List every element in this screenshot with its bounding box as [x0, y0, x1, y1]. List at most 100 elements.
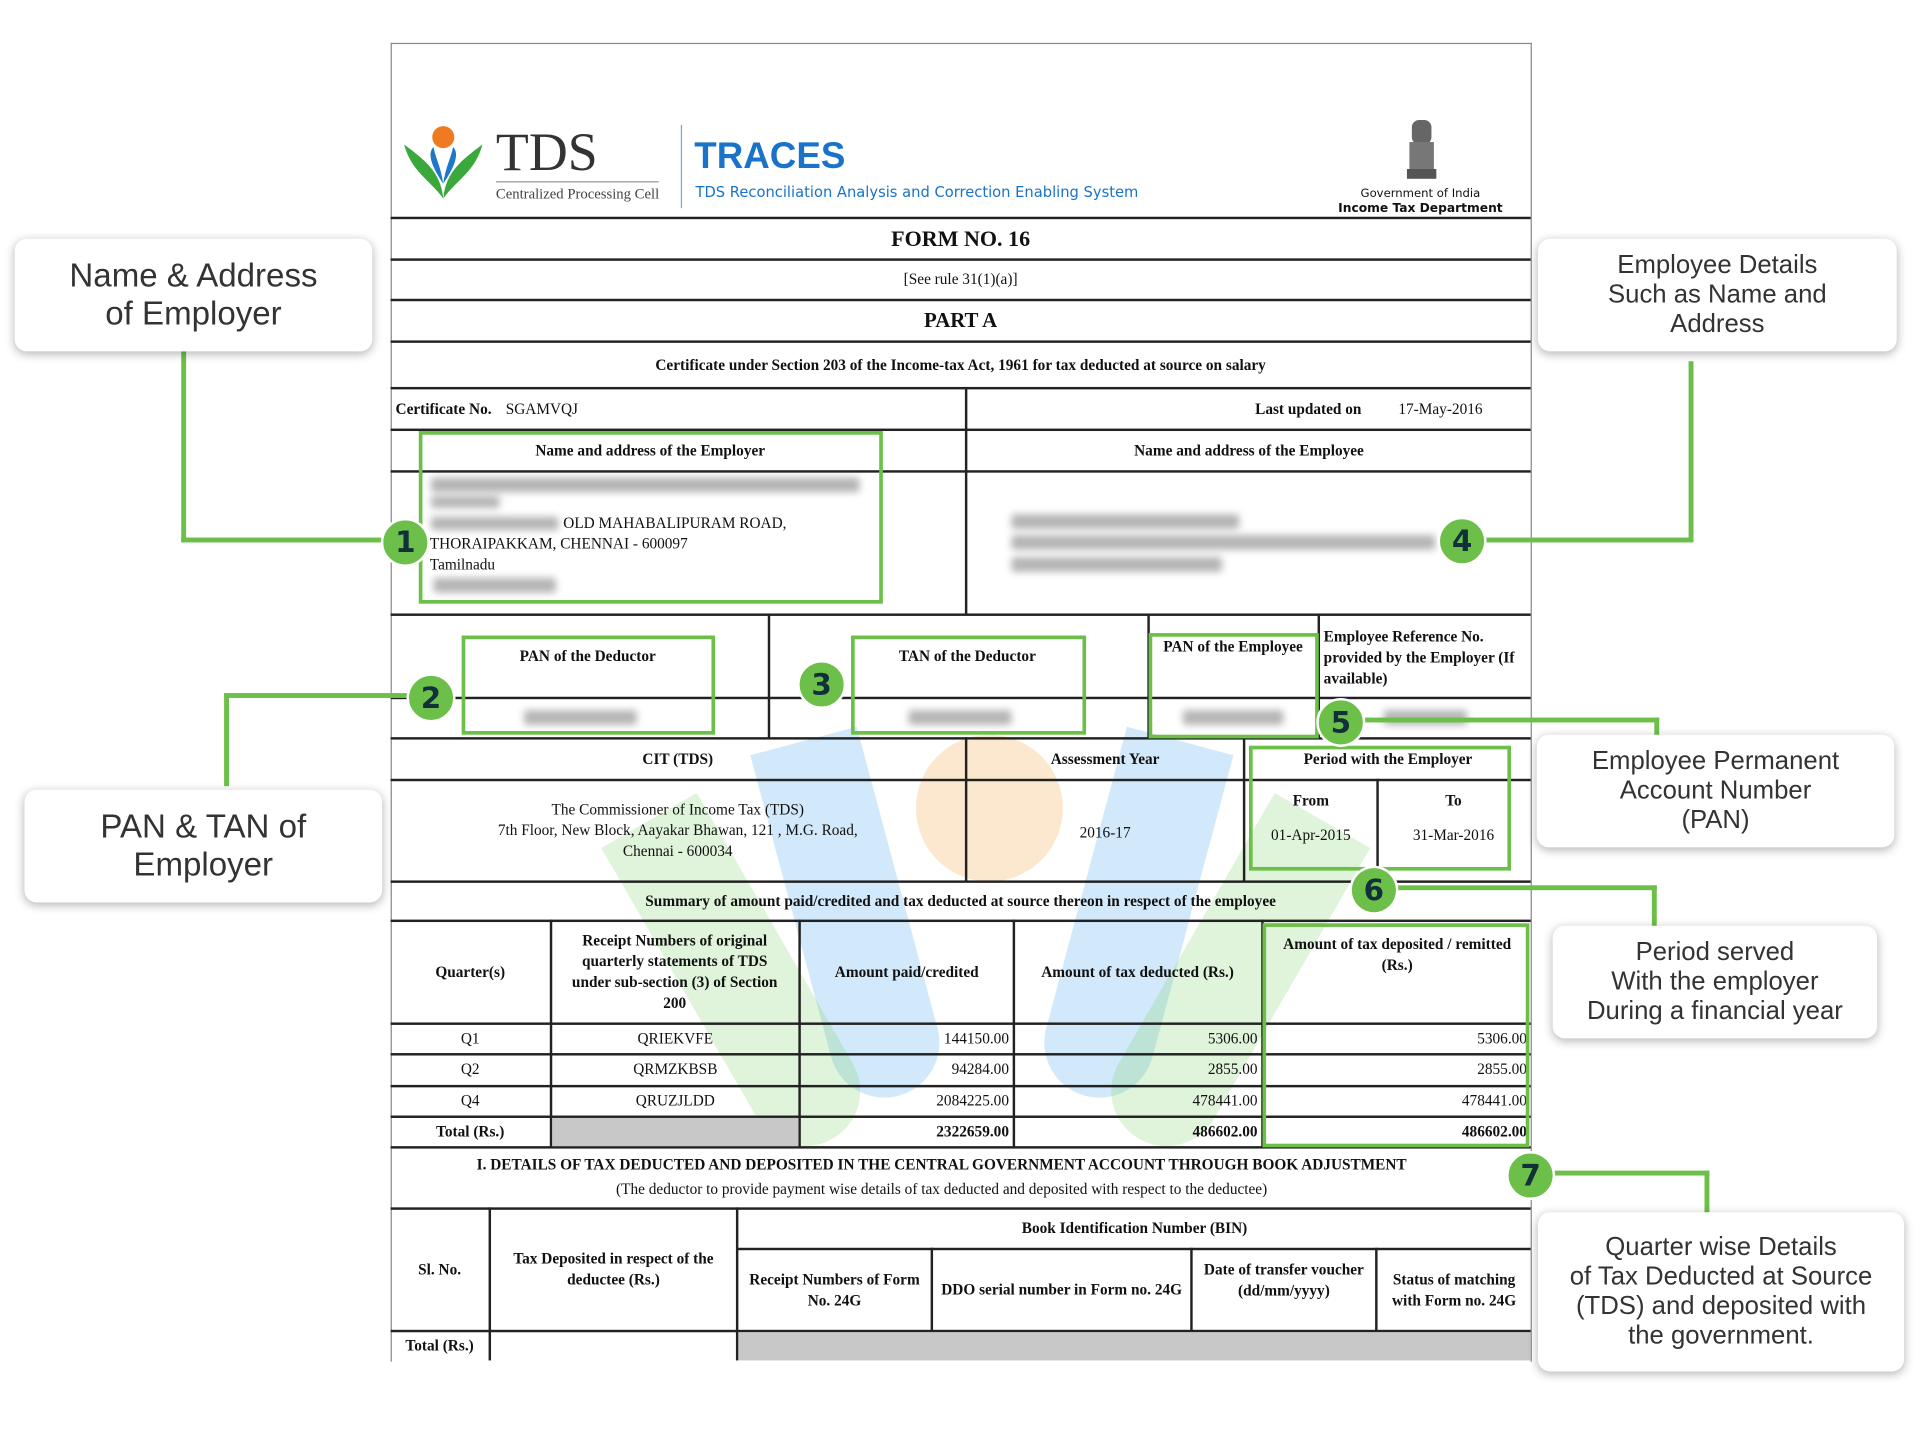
summary-cell-deposited: 2855.00: [1477, 1060, 1527, 1078]
total-deducted: 486602.00: [1192, 1122, 1258, 1141]
marker-1: 1: [380, 517, 430, 567]
marker-4: 4: [1437, 516, 1487, 566]
redacted-pan-deductor: [524, 710, 637, 725]
rule-line: [390, 470, 1531, 473]
highlight-period: [1248, 745, 1512, 871]
last-updated-value: 17-May-2016: [1398, 399, 1483, 418]
certificate-heading: Certificate under Section 203 of the Inc…: [655, 355, 1266, 373]
rule-line: [767, 613, 771, 739]
summary-cell-paid: 2084225.00: [936, 1092, 1009, 1110]
employer-header: Name and address of the Employer: [535, 441, 766, 459]
col-quarter: Quarter(s): [435, 963, 506, 981]
rule-line: [390, 340, 1531, 343]
summary-cell-deducted: 478441.00: [1192, 1092, 1258, 1110]
last-updated-label: Last updated on: [1255, 399, 1362, 418]
marker-7: 7: [1506, 1151, 1556, 1201]
col-date-voucher: Date of transfer voucher (dd/mm/yyyy): [1203, 1261, 1364, 1300]
connector-line: [1360, 717, 1660, 723]
rule-line: [390, 386, 1531, 390]
form16-document: [390, 42, 1532, 1362]
total-paid: 2322659.00: [936, 1122, 1009, 1141]
rule-line: [390, 919, 1531, 923]
cit-line1: The Commissioner of Income Tax (TDS): [551, 800, 804, 819]
employer-address-line1: OLD MAHABALIPURAM ROAD,: [563, 514, 787, 532]
summary-cell-deducted: 2855.00: [1207, 1060, 1258, 1078]
summary-cell-quarter: Q2: [460, 1060, 480, 1078]
period-header: Period with the Employer: [1303, 750, 1473, 768]
redacted-tan-deductor: [908, 710, 1012, 725]
redacted-employee-name: [1011, 514, 1240, 529]
rule-line: [1376, 778, 1379, 882]
summary-cell-paid: 94284.00: [951, 1060, 1009, 1078]
rule-line: [390, 1022, 1531, 1025]
pan-deductor-label: PAN of the Deductor: [519, 647, 656, 665]
summary-cell-receipt: QRMZKBSB: [633, 1060, 718, 1078]
summary-heading: Summary of amount paid/credited and tax …: [645, 892, 1276, 910]
tds-logo-icon: [404, 126, 483, 199]
col-paid: Amount paid/credited: [834, 963, 979, 981]
rule-line: [390, 778, 1531, 782]
tds-logo-text: TDS: [495, 122, 598, 183]
callout-period: Period served With the employer During a…: [1552, 925, 1878, 1039]
col-bin: Book Identification Number (BIN): [1021, 1219, 1248, 1237]
rule-line: [735, 1207, 739, 1361]
rule-line: [390, 428, 1531, 432]
connector-line: [1651, 885, 1657, 927]
callout-quarter-details: Quarter wise Details of Tax Deducted at …: [1537, 1212, 1905, 1372]
details-heading: I. DETAILS OF TAX DEDUCTED AND DEPOSITED…: [476, 1155, 1407, 1173]
marker-5: 5: [1316, 697, 1366, 747]
rule-line: [390, 1084, 1531, 1088]
summary-cell-quarter: Q4: [460, 1092, 480, 1110]
rule-line: [390, 216, 1531, 220]
connector-line: [224, 693, 229, 787]
rule-line: [390, 1146, 1531, 1149]
rule-line: [964, 737, 968, 882]
assessment-year-value: 2016-17: [1079, 823, 1131, 841]
certificate-no-label: Certificate No.: [395, 399, 492, 418]
cit-line3: Chennai - 600034: [622, 842, 733, 860]
col-receipt-24g: Receipt Numbers of Form No. 24G: [749, 1270, 920, 1309]
summary-cell-receipt: QRIEKVFE: [637, 1029, 714, 1048]
connector-line: [1389, 885, 1657, 891]
highlight-pan-deductor: [461, 635, 716, 735]
col-tax-deposited: Tax Deposited in respect of the deductee…: [513, 1250, 714, 1289]
rule-line: [390, 1115, 1531, 1118]
rule-line: [930, 1247, 934, 1332]
employer-address-line3: Tamilnadu: [429, 555, 496, 574]
rule-line: [390, 880, 1531, 883]
summary-cell-deposited: 5306.00: [1477, 1029, 1527, 1048]
connector-line: [224, 693, 408, 698]
rule-line: [1012, 919, 1016, 1148]
rule-line: [390, 613, 1531, 616]
shaded-cell: [552, 1117, 799, 1147]
rule-line: [390, 298, 1531, 302]
period-to-label: To: [1445, 791, 1462, 809]
connector-line: [1481, 537, 1694, 543]
col-deposited: Amount of tax deposited / remitted (Rs.): [1283, 935, 1512, 974]
redacted-text: [431, 516, 559, 531]
rule-line: [1242, 737, 1246, 882]
redacted-text: [431, 477, 860, 493]
rule-line: [1190, 1247, 1193, 1332]
tds-logo-subtitle: Centralized Processing Cell: [495, 181, 660, 204]
rule-line: [964, 386, 968, 615]
national-emblem-icon: [1406, 120, 1437, 179]
rule-line: [549, 919, 553, 1148]
connector-line: [1654, 717, 1660, 736]
header-divider: [680, 124, 683, 209]
gov-of-india-label: Government of India: [1360, 187, 1481, 201]
cit-header: CIT (TDS): [642, 750, 714, 768]
rule-line: [390, 1207, 1531, 1210]
bin-total-label: Total (Rs.): [405, 1337, 474, 1355]
col-receipt: Receipt Numbers of original quarterly st…: [571, 932, 778, 1012]
connector-line: [181, 537, 385, 543]
employer-address-line2: THORAIPAKKAM, CHENNAI - 600097: [429, 535, 688, 553]
connector-line: [1688, 361, 1694, 543]
certificate-no-value: SGAMVQJ: [505, 399, 579, 418]
employee-header: Name and address of the Employee: [1134, 441, 1364, 459]
part-title: PART A: [924, 308, 998, 332]
highlight-pan-employee: [1148, 633, 1319, 739]
rule-line: [798, 919, 801, 1148]
highlight-tan-deductor: [851, 635, 1087, 735]
